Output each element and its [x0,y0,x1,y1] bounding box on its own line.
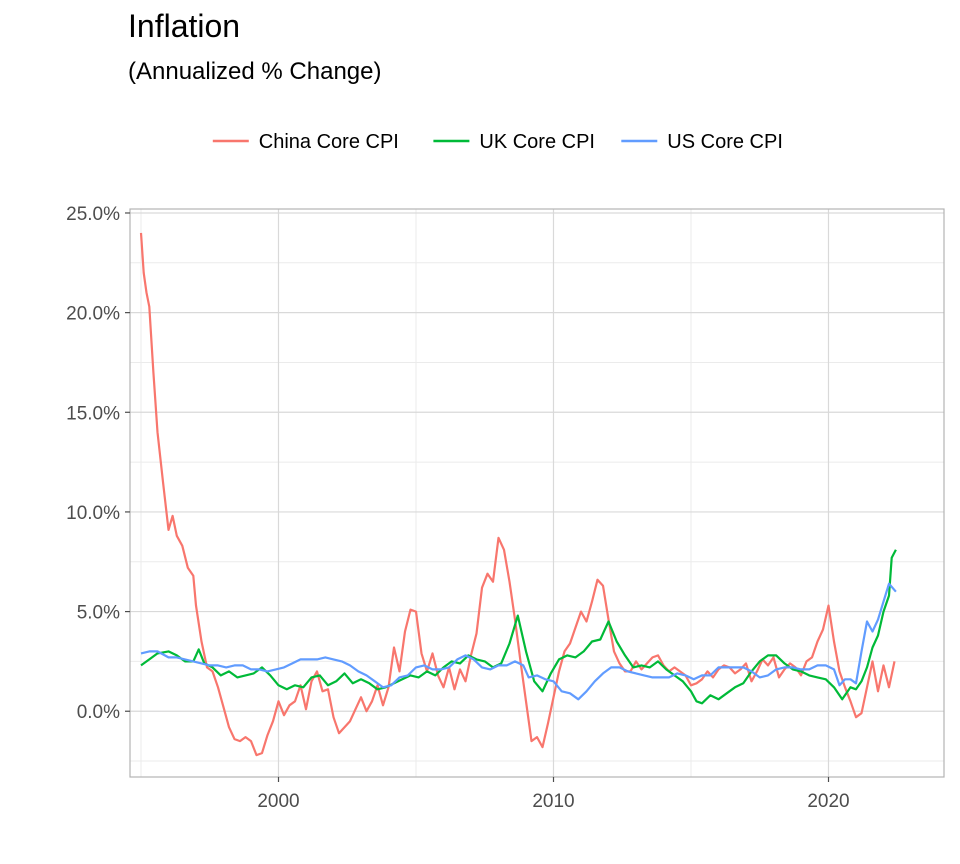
legend-label-us-core-cpi: US Core CPI [667,131,783,153]
series-line-us-core-cpi [140,582,897,701]
series-line-uk-core-cpi [140,549,897,705]
chart-title: Inflation [128,8,241,44]
axes: 0.0% 5.0% 10.0% 15.0% 20.0% 25.0% 2000 2010 2020 [66,204,945,812]
x-tick-label: 2020 [807,791,849,812]
legend-label-china-core-cpi: China Core CPI [259,131,399,153]
y-tick-label: 20.0% [66,304,120,325]
x-tick-label: 2010 [532,791,574,812]
y-tick-label: 15.0% [66,403,120,424]
y-tick-label: 0.0% [77,702,120,723]
legend-label-uk-core-cpi: UK Core CPI [479,131,595,153]
chart-subtitle: (Annualized % Change) [128,58,382,85]
x-tick-label: 2000 [257,791,299,812]
y-tick-label: 5.0% [77,603,120,624]
grid [130,209,944,777]
legend: China Core CPI UK Core CPI US Core CPI [212,131,783,153]
panel-border [129,208,945,778]
series-line-china-core-cpi [139,232,896,757]
series-lines [139,232,897,757]
y-tick-label: 25.0% [66,204,120,225]
y-tick-label: 10.0% [66,503,120,524]
